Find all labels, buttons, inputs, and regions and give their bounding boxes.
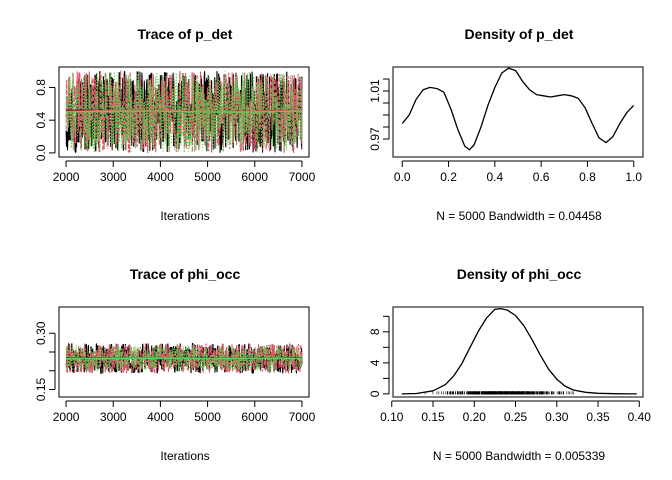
y-axis: 0 4 8 (368, 315, 390, 397)
x-tick-label: 7000 (289, 170, 316, 184)
y-axis: 0.0 0.4 0.8 (34, 79, 56, 161)
plot-area (65, 342, 303, 375)
x-tick-label: 0.40 (628, 410, 652, 424)
x-tick-label: 0.2 (440, 170, 457, 184)
x-tick-label: 0.25 (504, 410, 528, 424)
chart-title: Density of p_det (465, 26, 574, 42)
y-tick-label: 0.0 (34, 144, 48, 161)
x-tick-label: 3000 (100, 170, 127, 184)
x-tick-label: 6000 (241, 410, 268, 424)
x-tick-label: 4000 (147, 410, 174, 424)
y-tick-label: 0.4 (34, 112, 48, 129)
x-axis: 0.10 0.15 0.20 0.25 0.30 0.35 0.40 (380, 400, 652, 424)
x-tick-label: 0.8 (579, 170, 596, 184)
plot-area (401, 67, 635, 151)
panel-density-phi-occ: Density of phi_occ N = 5000 Bandwidth = … (368, 266, 651, 463)
chart-title: Trace of p_det (138, 26, 233, 42)
y-tick-label: 0.97 (368, 127, 382, 151)
x-tick-label: 7000 (289, 410, 316, 424)
x-tick-label: 0.20 (463, 410, 487, 424)
x-tick-label: 0.15 (421, 410, 445, 424)
x-tick-label: 6000 (241, 170, 268, 184)
x-tick-label: 1.0 (625, 170, 642, 184)
x-tick-label: 5000 (194, 410, 221, 424)
y-axis: 0.97 1.01 (368, 78, 390, 151)
x-tick-label: 0.6 (533, 170, 550, 184)
plot-frame (58, 66, 310, 158)
x-tick-label: 0.0 (394, 170, 411, 184)
x-axis-label: N = 5000 Bandwidth = 0.04458 (436, 209, 602, 223)
plot-frame (58, 306, 310, 398)
x-tick-label: 0.30 (545, 410, 569, 424)
x-tick-label: 5000 (194, 170, 221, 184)
density-curve (401, 307, 637, 395)
chart-title: Trace of phi_occ (130, 266, 241, 282)
x-tick-label: 0.35 (586, 410, 610, 424)
x-tick-label: 4000 (147, 170, 174, 184)
y-tick-label: 0 (368, 390, 382, 397)
x-tick-label: 0.4 (487, 170, 504, 184)
x-tick-label: 3000 (100, 410, 127, 424)
chart-title: Density of phi_occ (457, 266, 582, 282)
rug-marks (424, 391, 574, 395)
plot-area (65, 70, 303, 155)
x-tick-label: 2000 (53, 170, 80, 184)
plot-area (401, 307, 637, 395)
y-tick-label: 1.01 (368, 79, 382, 103)
y-tick-label: 8 (368, 328, 382, 335)
x-axis: 2000 3000 4000 5000 6000 7000 (53, 400, 316, 424)
x-axis-label: Iterations (160, 449, 209, 463)
x-axis: 0.0 0.2 0.4 0.6 0.8 1.0 (394, 160, 642, 184)
y-tick-label: 0.15 (34, 377, 48, 401)
chain-running-mean (66, 110, 302, 113)
plot-frame (392, 306, 644, 398)
plot-frame (392, 66, 644, 158)
y-axis: 0.15 0.30 (34, 321, 56, 401)
panel-trace-p-det: Trace of p_det Iterations 2000 3000 4000 50… (34, 26, 316, 223)
panel-density-p-det: Density of p_det N = 5000 Bandwidth = 0.… (368, 26, 644, 223)
x-tick-label: 2000 (53, 410, 80, 424)
x-axis-label: N = 5000 Bandwidth = 0.005339 (433, 449, 605, 463)
chain-trace-line (65, 71, 303, 155)
density-curve (401, 67, 635, 151)
x-tick-label: 0.10 (380, 410, 404, 424)
y-tick-label: 4 (368, 359, 382, 366)
panel-trace-phi-occ: Trace of phi_occ Iterations 2000 3000 4000… (34, 266, 316, 463)
x-axis: 2000 3000 4000 5000 6000 7000 (53, 160, 316, 184)
y-tick-label: 0.8 (34, 79, 48, 96)
y-tick-label: 0.30 (34, 321, 48, 345)
x-axis-label: Iterations (160, 209, 209, 223)
